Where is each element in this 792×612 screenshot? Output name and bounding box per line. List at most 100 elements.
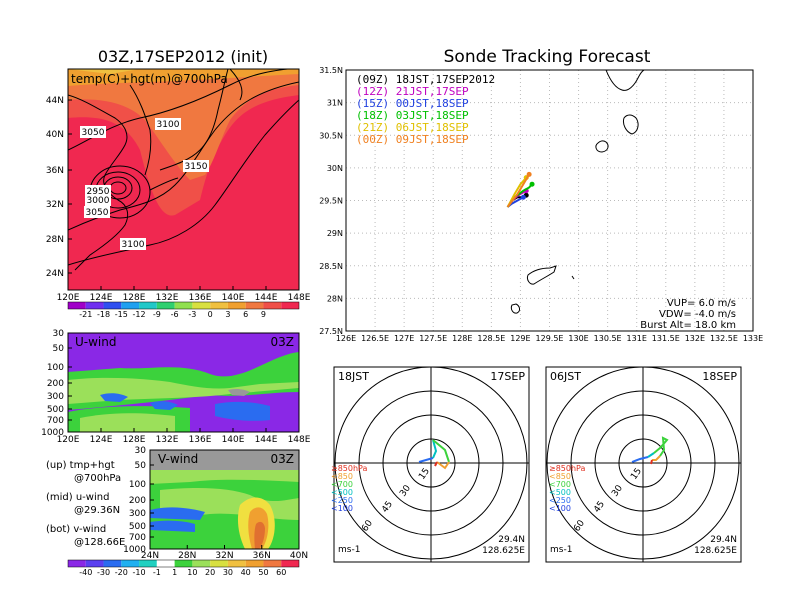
map-x-tick-label: 132E [156, 293, 179, 303]
map-x-tick-label: 128E [123, 293, 146, 303]
colorbar-swatch [139, 302, 157, 309]
level-legend-entry: <850 [331, 472, 353, 481]
contour-label: 3000 [87, 196, 110, 206]
track-y-tick-label: 28N [327, 294, 343, 303]
colorbar-label: -1 [153, 568, 161, 577]
level-legend-entry: <700 [549, 480, 571, 489]
colorbar-label: 0 [208, 310, 213, 319]
annotation-vup: VUP= 6.0 m/s [667, 298, 736, 309]
track-x-tick-label: 127.5E [419, 334, 447, 343]
contour-labels: 3050 3100 3150 2950 3000 3050 3100 [80, 118, 209, 250]
u-y-tick-label: 30 [53, 329, 65, 339]
v-x-tick-label: 40N [290, 551, 308, 561]
map-x-tick-label: 136E [189, 293, 212, 303]
level-legend-entry: <100 [549, 504, 571, 513]
level-legend-entry: <700 [331, 480, 353, 489]
v-y-tick-label: 1000 [123, 545, 146, 555]
colorbar-swatch [103, 302, 122, 309]
hodo1-label-left: 18JST [338, 370, 369, 383]
tracking-legend: (09Z) 18JST,17SEP2012(12Z) 21JST,17SEP(1… [356, 73, 495, 146]
temperature-field [68, 69, 299, 290]
track-line [506, 173, 531, 208]
colorbar-swatch [174, 302, 193, 309]
v-x-tick-label: 28N [178, 551, 196, 561]
map-y-tick-label: 32N [46, 200, 64, 210]
contour-label: 3050 [82, 128, 105, 138]
track-x-tick-label: 131.5E [652, 334, 680, 343]
track-x-tick-label: 129E [510, 334, 530, 343]
track-y-tick-label: 30.5N [319, 131, 343, 140]
map-y-tick-label: 40N [46, 130, 64, 140]
colorbar-label: -10 [133, 568, 146, 577]
v-x-tick-label: 36N [253, 551, 271, 561]
legend-entry: (21Z) 06JST,18SEP [356, 121, 469, 134]
tracking-x-ticks: 126E 126.5E 127E 127.5E 128E 128.5E 129E 129.5E… [336, 334, 763, 343]
level-legend-entry: ≥850hPa [549, 464, 586, 473]
side-notes: (up) tmp+hgt @700hPa (mid) u-wind @29.36… [46, 460, 125, 548]
level-legend-entry: <100 [331, 504, 353, 513]
colorbar-swatch [121, 560, 140, 567]
map-x-tick-label: 120E [57, 293, 80, 303]
legend-entry: (00Z) 09JST,18SEP [356, 133, 469, 146]
contour-label: 3100 [157, 120, 180, 130]
v-x-tick-label: 24N [141, 551, 159, 561]
map-y-tick-label: 24N [46, 269, 64, 279]
colorbar-swatch [245, 560, 264, 567]
track-x-tick-label: 128.5E [477, 334, 505, 343]
wind-colorbar: -40 -30 -20 -10 -1 1 10 20 30 40 50 60 [67, 559, 300, 577]
colorbar-swatch [210, 302, 228, 309]
colorbar-label: 50 [258, 568, 268, 577]
colorbar-swatch [281, 560, 299, 567]
colorbar-swatch [263, 560, 282, 567]
u-wind-x-ticks: 120E 124E 128E 132E 136E 140E 144E 148E [57, 428, 311, 445]
colorbar-frame [67, 301, 300, 310]
colorbar-label: 10 [187, 568, 197, 577]
tracking-frame [345, 69, 754, 332]
v-y-tick-label: 30 [135, 446, 147, 456]
hodograph-2-trace [631, 436, 669, 465]
u-wind-time: 03Z [271, 335, 295, 349]
annotation-vdw: VDW= -4.0 m/s [659, 309, 736, 320]
u-y-tick-label: 50 [53, 344, 65, 354]
track-y-tick-label: 29N [327, 229, 343, 238]
note-mid-line2: @29.36N [74, 505, 120, 516]
u-x-tick-label: 120E [57, 435, 80, 445]
u-x-tick-label: 148E [288, 435, 311, 445]
u-x-tick-label: 140E [222, 435, 245, 445]
colorbar-swatch [85, 560, 104, 567]
note-bot-line1: (bot) v-wind [46, 524, 106, 535]
u-y-tick-label: 200 [47, 379, 64, 389]
hodo1-unit: ms-1 [338, 545, 360, 555]
track-x-tick-label: 127E [394, 334, 414, 343]
u-y-tick-label: 300 [47, 392, 64, 402]
annotation-burst: Burst Alt= 18.0 km [640, 320, 736, 331]
colorbar-swatch [139, 560, 157, 567]
colorbar-swatch [227, 560, 246, 567]
level-legend-entry: ≥850hPa [331, 464, 368, 473]
u-x-tick-label: 144E [255, 435, 278, 445]
hodo2-lat: 29.4N [710, 535, 737, 545]
colorbar-label: -12 [133, 310, 146, 319]
colorbar-label: -3 [188, 310, 196, 319]
colorbar-swatch [192, 302, 211, 309]
hodo1-lat: 29.4N [498, 535, 525, 545]
tracking-annotations: VUP= 6.0 m/s VDW= -4.0 m/s Burst Alt= 18… [640, 298, 736, 331]
hodo2-level-legend: ≥850hPa<850<700<500<250<100 [549, 464, 586, 513]
hodograph-1: 18JST 17SEP ms-1 29.4N 128.625E 15 30 45… [331, 366, 530, 563]
colorbar-label: -20 [115, 568, 128, 577]
tracking-y-ticks: 27.5N 28N 28.5N 29N 29.5N 30N 30.5N 31N 31.5N [319, 66, 343, 336]
u-wind-label: U-wind [75, 335, 116, 349]
track-x-tick-label: 131E [627, 334, 647, 343]
track-x-tick-label: 129.5E [536, 334, 564, 343]
colorbar-label: -18 [97, 310, 110, 319]
track-y-tick-label: 27.5N [319, 327, 343, 336]
colorbar-label: -40 [79, 568, 92, 577]
v-y-tick-label: 200 [129, 496, 146, 506]
map-y-ticks: 24N 28N 32N 36N 40N 44N [46, 96, 72, 279]
v-y-tick-label: 500 [129, 522, 146, 532]
track-x-tick-label: 126.5E [361, 334, 389, 343]
legend-entry: (15Z) 00JST,18SEP [356, 97, 469, 110]
track-y-tick-label: 28.5N [319, 262, 343, 271]
island-outlines [510, 70, 645, 314]
